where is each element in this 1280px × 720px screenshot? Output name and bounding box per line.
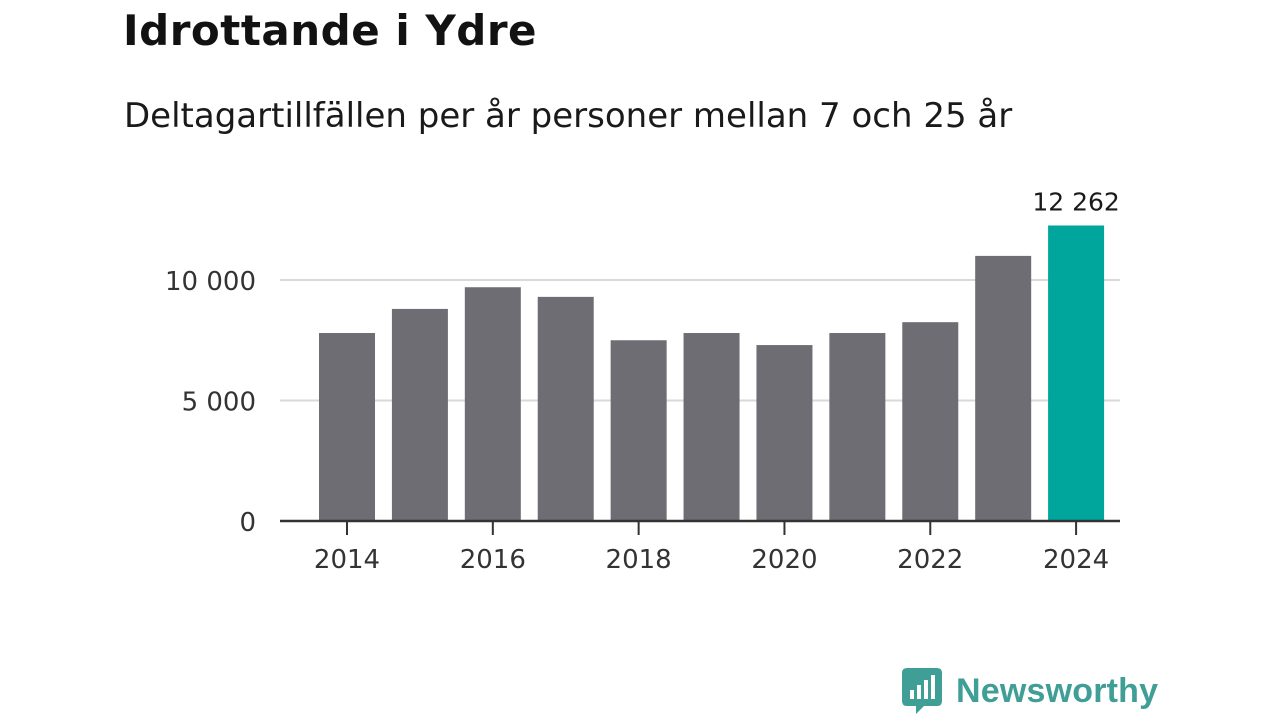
- chart-title: Idrottande i Ydre: [123, 6, 538, 55]
- data-label: 12 262: [1032, 187, 1119, 216]
- y-tick-label: 10 000: [165, 267, 256, 297]
- x-tick-label: 2014: [314, 545, 380, 575]
- bar-2022: [902, 322, 959, 521]
- bar-2023: [975, 255, 1032, 521]
- brand-name: Newsworthy: [956, 671, 1159, 710]
- bar-2014: [319, 333, 375, 521]
- x-tick-label: 2022: [897, 545, 963, 575]
- bar-2015: [391, 308, 448, 521]
- bar-2018: [610, 340, 667, 521]
- bar-2020: [756, 345, 813, 521]
- brand-logo: Newsworthy: [902, 668, 1158, 714]
- bar-2019: [683, 333, 740, 521]
- y-tick-label: 5 000: [182, 388, 256, 418]
- x-tick-label: 2016: [460, 545, 526, 575]
- x-tick-label: 2018: [606, 545, 672, 575]
- bar-2021: [829, 333, 886, 521]
- chart-subtitle: Deltagartillfällen per år personer mella…: [124, 96, 1013, 136]
- bar-2016: [464, 287, 521, 521]
- x-tick-label: 2020: [751, 545, 817, 575]
- newsworthy-logo-icon: [902, 668, 942, 714]
- x-tick-label: 2024: [1043, 545, 1109, 575]
- y-tick-label: 0: [239, 508, 256, 538]
- bar-2024: [1048, 225, 1105, 522]
- bar-2017: [537, 296, 594, 521]
